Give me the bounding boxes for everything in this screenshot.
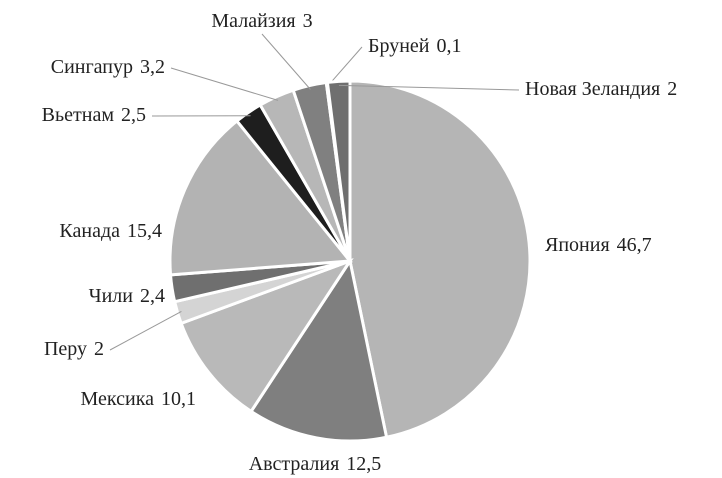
slice-name: Малайзия	[211, 10, 295, 32]
slice-name: Перу	[44, 338, 87, 360]
pie-slice	[249, 257, 389, 443]
slice-name: Канада	[59, 220, 120, 242]
slice-label: Мексика 10,1	[81, 388, 197, 410]
slice-value: 12,5	[346, 453, 381, 475]
slice-label: Перу 2	[44, 338, 104, 360]
slice-name: Новая Зеландия	[525, 78, 660, 100]
slice-label: Чили 2,4	[89, 285, 165, 307]
leader-line	[338, 84, 520, 91]
slice-value: 10,1	[161, 388, 196, 410]
pie-slice	[168, 118, 353, 277]
slice-label: Бруней 0,1	[368, 35, 462, 57]
slice-label: Вьетнам 2,5	[42, 104, 146, 126]
slice-value: 15,4	[127, 220, 162, 242]
leader-line	[261, 33, 311, 90]
leader-line	[170, 67, 279, 101]
pie-slice	[325, 79, 352, 262]
slice-label: Канада 15,4	[59, 220, 162, 242]
slice-name: Сингапур	[51, 56, 133, 78]
slice-label: Новая Зеландия 2	[525, 78, 677, 100]
slice-value: 2,5	[121, 104, 146, 126]
pie-slice	[348, 79, 532, 440]
slice-value: 46,7	[617, 234, 652, 256]
slice-label: Малайзия 3	[211, 10, 312, 32]
slice-name: Чили	[89, 285, 134, 307]
pie-slice	[179, 258, 354, 414]
slice-label: Япония 46,7	[545, 234, 652, 256]
leader-line	[109, 311, 182, 351]
slice-name: Австралия	[249, 453, 340, 475]
slice-name: Бруней	[368, 35, 430, 57]
slice-name: Мексика	[81, 388, 155, 410]
slice-value: 0,1	[437, 35, 462, 57]
leader-line	[326, 46, 363, 87]
slice-label: Сингапур 3,2	[51, 56, 165, 78]
slice-name: Вьетнам	[42, 104, 115, 126]
slice-value: 2	[667, 78, 677, 100]
slice-value: 3,2	[140, 56, 165, 78]
slice-value: 2,4	[140, 285, 165, 307]
slice-value: 3	[303, 10, 313, 32]
slice-value: 2	[94, 338, 104, 360]
slice-label: Австралия 12,5	[249, 453, 382, 475]
slice-name: Япония	[545, 234, 610, 256]
